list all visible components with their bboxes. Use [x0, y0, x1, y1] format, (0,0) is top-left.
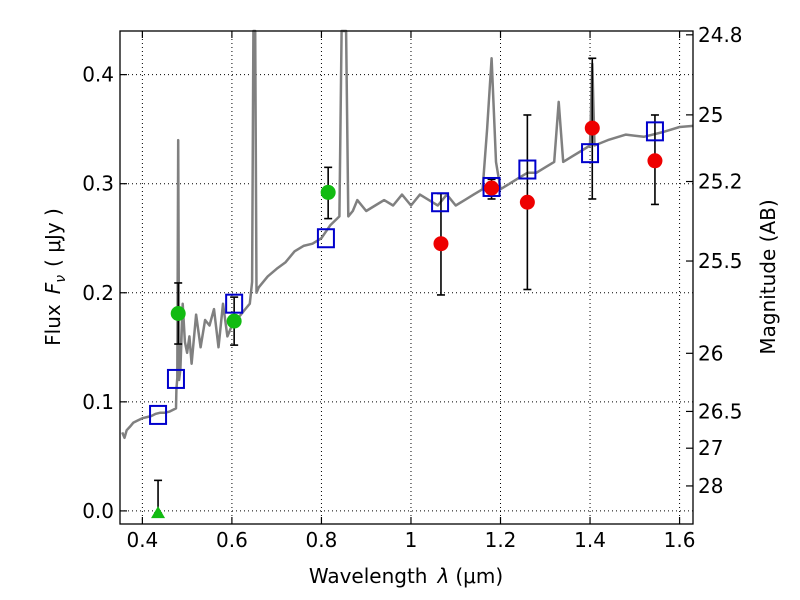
x-axis-label: Wavelength λ (μm): [309, 564, 503, 588]
red-observed-point: [484, 180, 500, 196]
y2-tick-label: 25: [698, 103, 723, 127]
y-tick-label: 0.2: [82, 281, 114, 305]
model-photometry-box: [316, 228, 335, 249]
model-photometry-box: [482, 176, 501, 197]
y-tick-label: 0.3: [82, 172, 114, 196]
x-tick-label: 1.6: [664, 528, 696, 552]
red-observed-point: [433, 236, 449, 252]
x-tick-label: 0.4: [126, 528, 158, 552]
y-tick-label: 0.0: [82, 499, 114, 523]
upper-limit-triangle: [151, 506, 166, 519]
green-observed-point: [170, 305, 186, 321]
x-tick-label: 0.8: [306, 528, 338, 552]
model-photometry-box: [149, 404, 168, 425]
x-tick-label: 1: [405, 528, 418, 552]
y2-tick-label: 24.8: [698, 23, 743, 47]
green-observed-point: [320, 184, 336, 200]
grid-layer: [120, 31, 693, 524]
y2-tick-label: 26: [698, 341, 723, 365]
y2-tick-label: 27: [698, 436, 723, 460]
x-tick-label: 1.4: [574, 528, 606, 552]
model-photometry-box: [645, 121, 664, 142]
red-observed-point: [584, 120, 600, 136]
model-photometry-box: [225, 293, 244, 314]
red-observed-point: [519, 194, 535, 210]
x-tick-label: 1.2: [485, 528, 517, 552]
y2-tick-label: 25.2: [698, 170, 743, 194]
model-photometry-box: [518, 159, 537, 180]
data-layer: [121, 29, 694, 519]
y-tick-label: 0.4: [82, 63, 114, 87]
tick-layer: 0.4 0.6 0.8 1 1.2 1.4 1.6 0.0 0.1 0.2 0.3 0.4 24.8 25…: [82, 23, 742, 552]
plot-frame: [119, 30, 694, 525]
model-spectrum-line: [121, 29, 694, 440]
x-tick-label: 0.6: [216, 528, 248, 552]
y2-tick-label: 26.5: [698, 399, 743, 423]
y2-axis-label: Magnitude (AB): [756, 199, 780, 354]
y-axis-label: FluxFν( μJy ): [41, 208, 69, 346]
y2-tick-label: 28: [698, 474, 723, 498]
model-photometry-box: [166, 368, 185, 389]
model-photometry-box: [431, 192, 450, 213]
y2-tick-label: 25.5: [698, 249, 743, 273]
model-photometry-box: [581, 143, 600, 164]
green-observed-point: [226, 313, 242, 329]
red-observed-point: [647, 153, 663, 169]
y-tick-label: 0.1: [82, 390, 114, 414]
